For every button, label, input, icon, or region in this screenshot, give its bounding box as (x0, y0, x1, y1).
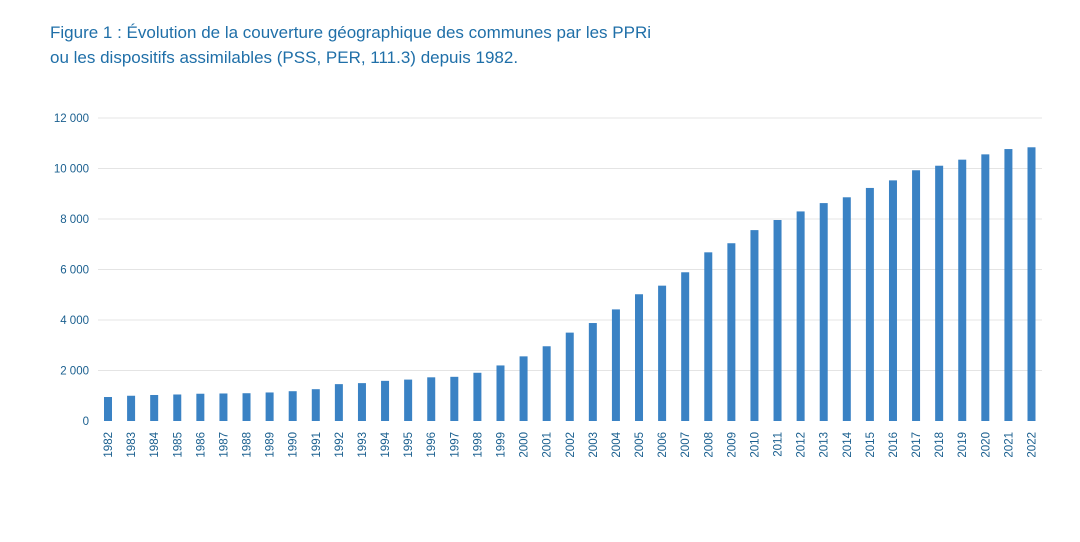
y-tick-label: 4 000 (60, 315, 89, 327)
bar-1999 (496, 365, 505, 421)
bar-2003 (588, 323, 597, 421)
x-tick-label: 2021 (1003, 432, 1015, 458)
x-tick-label: 2022 (1027, 432, 1039, 458)
bar-1992 (334, 384, 343, 421)
x-tick-label: 1996 (426, 432, 438, 458)
x-tick-label: 2010 (749, 432, 761, 458)
chart-title-line-2: ou les dispositifs assimilables (PSS, PE… (50, 48, 519, 67)
bar-2000 (519, 356, 528, 421)
x-tick-label: 1988 (242, 432, 254, 458)
x-tick-label: 2019 (957, 432, 969, 458)
bar-2008 (704, 252, 713, 421)
x-tick-label: 2008 (703, 432, 715, 458)
bar-2013 (819, 203, 828, 421)
x-tick-label: 1991 (311, 432, 323, 458)
x-tick-label: 1997 (449, 432, 461, 458)
bar-1994 (381, 380, 390, 421)
x-tick-label: 2009 (726, 432, 738, 458)
x-tick-label: 2000 (519, 432, 531, 458)
bar-2015 (865, 187, 874, 421)
bar-1984 (150, 394, 159, 421)
bar-1988 (242, 393, 251, 421)
bar-2009 (727, 243, 736, 421)
bars (104, 147, 1036, 422)
bar-1991 (311, 389, 320, 421)
chart-title-line-1: Figure 1 : Évolution de la couverture gé… (50, 23, 652, 42)
bar-1987 (219, 393, 228, 421)
bar-1997 (450, 376, 459, 421)
bar-2018 (935, 165, 944, 421)
x-tick-label: 1995 (403, 432, 415, 458)
x-tick-label: 2012 (796, 432, 808, 458)
bar-2012 (796, 211, 805, 421)
y-tick-label: 2 000 (60, 366, 89, 378)
bar-1985 (173, 394, 182, 421)
bar-2010 (750, 230, 759, 421)
bar-2006 (658, 285, 667, 421)
y-tick-label: 0 (83, 416, 89, 428)
x-axis-ticks: 1982 1983 1984 1985 1986 1987 1988 1989 1990 1991… (103, 431, 1039, 457)
x-tick-label: 1990 (288, 432, 300, 458)
x-tick-label: 2005 (634, 432, 646, 458)
x-tick-label: 1989 (265, 432, 277, 458)
x-tick-label: 1983 (126, 432, 138, 458)
bar-2019 (958, 159, 967, 421)
bar-2022 (1027, 147, 1036, 422)
bar-2002 (565, 332, 574, 421)
x-tick-label: 2017 (911, 432, 923, 458)
x-tick-label: 1984 (149, 431, 161, 457)
x-tick-label: 1999 (495, 432, 507, 458)
bar-2005 (635, 294, 644, 421)
x-tick-label: 2002 (565, 432, 577, 458)
x-tick-label: 1994 (380, 431, 392, 457)
x-tick-label: 2001 (542, 432, 554, 458)
x-tick-label: 1986 (195, 432, 207, 458)
bar-2020 (981, 154, 990, 422)
bar-2011 (773, 220, 782, 421)
bar-2004 (611, 309, 620, 421)
y-axis-ticks: 0 2 000 4 000 6 000 8 000 10 000 12 000 (54, 113, 89, 428)
x-tick-label: 2004 (611, 431, 623, 457)
bar-1996 (427, 377, 436, 421)
x-tick-label: 1992 (334, 432, 346, 458)
bar-1983 (127, 395, 136, 421)
x-tick-label: 2015 (865, 432, 877, 458)
bar-1986 (196, 393, 205, 421)
x-tick-label: 2014 (842, 431, 854, 457)
bar-1982 (104, 397, 112, 421)
bar-1989 (265, 392, 274, 421)
bar-2007 (681, 272, 690, 421)
x-tick-label: 1998 (472, 432, 484, 458)
x-tick-label: 1993 (357, 432, 369, 458)
x-tick-label: 2003 (588, 432, 600, 458)
bar-1990 (288, 391, 297, 421)
bar-2016 (888, 180, 897, 421)
y-tick-label: 12 000 (54, 113, 89, 125)
bar-1995 (404, 379, 413, 421)
bar-1998 (473, 372, 482, 421)
x-tick-label: 2011 (773, 432, 785, 457)
x-tick-label: 2018 (934, 432, 946, 458)
x-tick-label: 1982 (103, 432, 115, 458)
bar-1993 (357, 383, 366, 421)
y-tick-label: 10 000 (54, 164, 89, 176)
chart-title: Figure 1 : Évolution de la couverture gé… (50, 20, 950, 70)
bar-2014 (842, 197, 851, 421)
y-tick-label: 6 000 (60, 265, 89, 277)
x-tick-label: 2006 (657, 432, 669, 458)
bar-2017 (912, 170, 921, 421)
x-tick-label: 2016 (888, 432, 900, 458)
x-tick-label: 1985 (172, 432, 184, 458)
x-tick-label: 2020 (980, 432, 992, 458)
bar-2001 (542, 346, 551, 421)
x-tick-label: 1987 (218, 432, 230, 458)
x-tick-label: 2007 (680, 432, 692, 458)
y-tick-label: 8 000 (60, 214, 89, 226)
x-tick-label: 2013 (819, 432, 831, 458)
bar-2021 (1004, 149, 1013, 421)
